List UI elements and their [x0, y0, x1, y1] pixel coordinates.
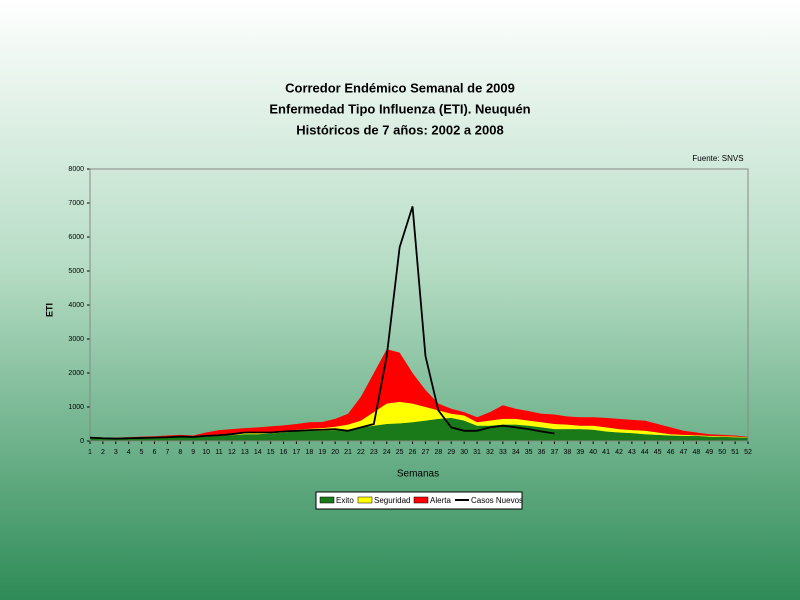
area: [90, 349, 748, 438]
x-tick-label: 42: [615, 449, 623, 456]
x-tick-label: 14: [254, 449, 262, 456]
x-tick-label: 13: [241, 449, 249, 456]
x-tick-label: 10: [202, 449, 210, 456]
x-tick-label: 4: [127, 449, 131, 456]
chart-title: Enfermedad Tipo Influenza (ETI). Neuquén: [269, 101, 530, 116]
y-tick-label: 0: [80, 438, 84, 445]
x-tick-label: 33: [499, 449, 507, 456]
x-tick-label: 17: [293, 449, 301, 456]
area: [90, 401, 748, 439]
x-tick-label: 36: [538, 449, 546, 456]
x-tick-label: 19: [318, 449, 326, 456]
x-axis-label: Semanas: [397, 469, 439, 480]
x-tick-label: 6: [153, 449, 157, 456]
x-tick-label: 37: [551, 449, 559, 456]
legend-label: Alerta: [430, 496, 451, 505]
x-tick-label: 23: [370, 449, 378, 456]
x-tick-label: 40: [589, 449, 597, 456]
x-tick-label: 29: [447, 449, 455, 456]
x-tick-label: 43: [628, 449, 636, 456]
chart-title: Corredor Endémico Semanal de 2009: [285, 80, 515, 95]
x-tick-label: 49: [705, 449, 713, 456]
legend-swatch: [357, 496, 373, 504]
x-tick-label: 15: [267, 449, 275, 456]
x-tick-label: 47: [680, 449, 688, 456]
x-tick-label: 26: [409, 449, 417, 456]
x-tick-label: 5: [140, 449, 144, 456]
x-tick-label: 8: [178, 449, 182, 456]
y-tick-label: 2000: [68, 370, 84, 377]
x-tick-label: 48: [692, 449, 700, 456]
x-tick-label: 32: [486, 449, 494, 456]
source-note: Fuente: SNVS: [692, 154, 743, 163]
area: [90, 417, 748, 441]
x-tick-label: 38: [563, 449, 571, 456]
x-tick-label: 52: [744, 449, 752, 456]
x-tick-label: 2: [101, 449, 105, 456]
line: [89, 206, 555, 440]
y-tick-label: 3000: [68, 336, 84, 343]
y-tick-label: 8000: [68, 166, 84, 173]
legend: Exito Seguridad Alerta Casos Nuevos: [315, 491, 523, 510]
y-tick-label: 7000: [68, 200, 84, 207]
x-tick-label: 16: [280, 449, 288, 456]
legend-label: Seguridad: [374, 496, 410, 505]
x-tick-label: 11: [215, 449, 222, 456]
x-tick-label: 27: [422, 449, 430, 456]
x-tick-label: 44: [641, 449, 649, 456]
x-tick-label: 46: [667, 449, 675, 456]
x-tick-label: 45: [654, 449, 662, 456]
legend-swatch: [413, 496, 429, 504]
x-tick-label: 9: [191, 449, 195, 456]
x-tick-label: 41: [602, 449, 610, 456]
x-tick-label: 21: [344, 449, 352, 456]
x-tick-label: 28: [434, 449, 442, 456]
x-tick-label: 50: [718, 449, 726, 456]
legend-label: Exito: [336, 496, 354, 505]
x-tick-label: 25: [396, 449, 404, 456]
y-tick-label: 6000: [68, 234, 84, 241]
x-tick-label: 20: [331, 449, 339, 456]
y-tick-label: 4000: [68, 302, 84, 309]
y-tick-label: 1000: [68, 404, 84, 411]
plot-frame: [89, 168, 749, 442]
legend-label: Casos Nuevos: [471, 496, 523, 505]
x-tick-label: 39: [576, 449, 584, 456]
x-tick-label: 31: [473, 449, 481, 456]
x-tick-label: 1: [88, 449, 92, 456]
x-tick-label: 34: [512, 449, 520, 456]
x-tick-label: 51: [731, 449, 739, 456]
x-tick-label: 18: [305, 449, 313, 456]
legend-swatch: [319, 496, 335, 504]
y-axis-label: ETI: [44, 303, 54, 317]
x-tick-label: 3: [114, 449, 118, 456]
x-tick-label: 30: [460, 449, 468, 456]
y-tick-label: 5000: [68, 268, 84, 275]
x-tick-label: 22: [357, 449, 365, 456]
x-tick-label: 35: [525, 449, 533, 456]
x-tick-label: 12: [228, 449, 236, 456]
x-tick-label: 24: [383, 449, 391, 456]
x-tick-label: 7: [165, 449, 169, 456]
chart-title: Históricos de 7 años: 2002 a 2008: [296, 122, 503, 137]
